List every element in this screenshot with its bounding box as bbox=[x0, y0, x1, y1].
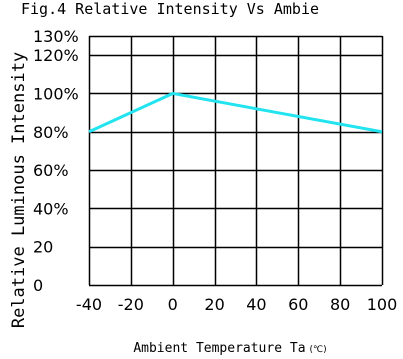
y-tick-label: 100% bbox=[33, 84, 79, 103]
x-tick-label: 0 bbox=[168, 295, 178, 314]
y-tick-label: 130% bbox=[33, 27, 79, 46]
chart-title: Fig.4 Relative Intensity Vs Ambie bbox=[21, 0, 319, 18]
y-tick-label: 60% bbox=[33, 161, 69, 180]
y-tick-label: 40% bbox=[33, 199, 69, 218]
y-tick-label: 80% bbox=[33, 123, 69, 142]
x-axis-label-group: Ambient Temperature Ta (℃) bbox=[133, 341, 326, 356]
y-tick-label: 20 bbox=[33, 238, 53, 257]
x-tick-label: 20 bbox=[204, 295, 224, 314]
x-tick-label: -40 bbox=[76, 295, 102, 314]
x-tick-label: 100 bbox=[367, 295, 398, 314]
x-axis-unit: (℃) bbox=[310, 345, 327, 355]
y-tick-label: 0 bbox=[33, 276, 43, 295]
y-axis-label: Relative Luminous Intensity bbox=[9, 52, 29, 328]
x-tick-label: 40 bbox=[246, 295, 266, 314]
x-tick-label: 80 bbox=[330, 295, 350, 314]
plot-grid bbox=[88, 35, 384, 287]
x-tick-label: 60 bbox=[288, 295, 308, 314]
series-line bbox=[88, 91, 383, 134]
y-tick-label: 120% bbox=[33, 46, 79, 65]
tick-labels: -40 -20 0 20 40 60 80 100 0 20 40% 60% 80% 100% 120%13… bbox=[33, 27, 397, 314]
x-axis-label: Ambient Temperature Ta bbox=[133, 341, 305, 356]
x-tick-label: -20 bbox=[118, 295, 144, 314]
series-layer bbox=[88, 91, 383, 134]
